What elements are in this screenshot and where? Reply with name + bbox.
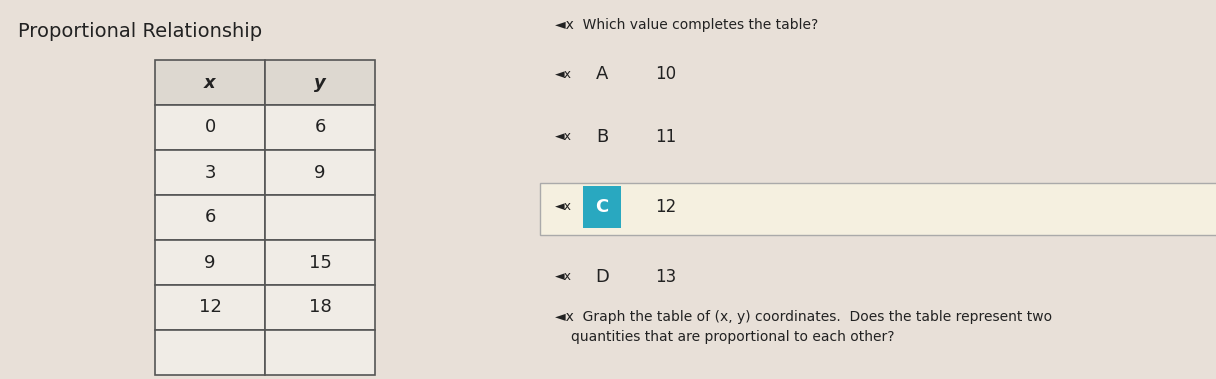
Bar [265,105,375,150]
Text: x: x [204,74,215,91]
Bar [154,60,265,105]
Bar [265,195,375,240]
Bar [265,60,375,105]
Bar [265,285,375,330]
Text: 6: 6 [314,119,326,136]
Bar [154,150,265,195]
Text: 9: 9 [314,163,326,182]
Bar [154,195,265,240]
Text: 18: 18 [309,299,332,316]
Text: y: y [314,74,326,91]
Text: 0: 0 [204,119,215,136]
Text: 13: 13 [655,268,676,286]
Text: 10: 10 [655,65,676,83]
Text: ◄x: ◄x [554,67,572,80]
Text: ◄x  Which value completes the table?: ◄x Which value completes the table? [554,18,818,32]
Text: D: D [595,268,609,286]
Text: ◄x: ◄x [554,130,572,144]
Text: 15: 15 [309,254,332,271]
Text: Proportional Relationship: Proportional Relationship [18,22,263,41]
Text: 12: 12 [198,299,221,316]
Text: 11: 11 [655,128,676,146]
Bar [154,105,265,150]
Bar [154,285,265,330]
Text: 9: 9 [204,254,215,271]
Text: ◄x  Graph the table of (x, y) coordinates.  Does the table represent two: ◄x Graph the table of (x, y) coordinates… [554,310,1052,324]
Text: quantities that are proportional to each other?: quantities that are proportional to each… [572,330,895,344]
Bar [265,330,375,375]
Text: 6: 6 [204,208,215,227]
Text: 3: 3 [204,163,215,182]
Bar [265,240,375,285]
Bar [154,330,265,375]
Bar [265,150,375,195]
Text: C: C [596,198,609,216]
Text: ◄x: ◄x [554,271,572,283]
Text: ◄x: ◄x [554,200,572,213]
Text: 12: 12 [655,198,676,216]
Text: B: B [596,128,608,146]
Bar [154,240,265,285]
Text: A: A [596,65,608,83]
Bar [582,186,621,228]
Bar [540,183,1216,235]
